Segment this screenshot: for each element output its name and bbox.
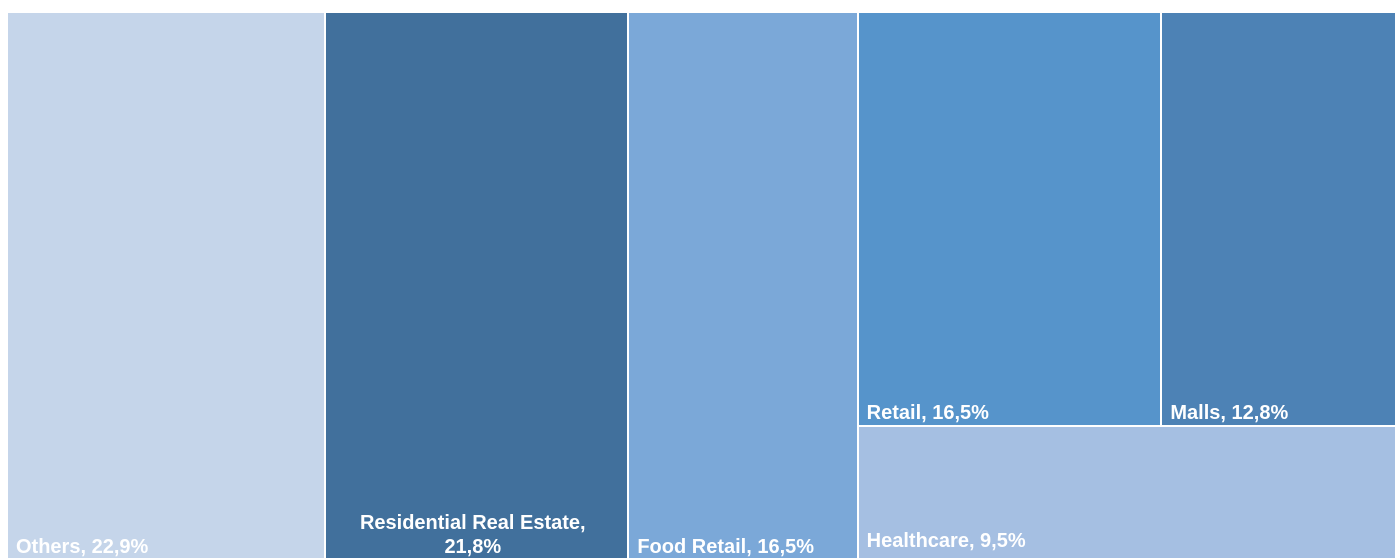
treemap-cell: Retail, 16,5% [857, 12, 1162, 426]
cell-label: Malls, 12,8% [1170, 401, 1289, 424]
treemap-cell: Others, 22,9% [7, 12, 326, 558]
treemap-cell: Food Retail, 16,5% [628, 12, 858, 558]
treemap-cell: Malls, 12,8% [1161, 12, 1395, 426]
cell-label: Food Retail, 16,5% [637, 536, 815, 558]
cell-label: Retail, 16,5% [866, 401, 989, 424]
treemap-cell: Residential Real Estate, 21,8% [325, 12, 629, 558]
cell-label: Others, 22,9% [16, 536, 149, 558]
treemap-cell: Healthcare, 9,5% [857, 425, 1395, 558]
cell-label: Residential Real Estate, 21,8% [359, 512, 586, 558]
cell-label: Healthcare, 9,5% [866, 529, 1026, 552]
